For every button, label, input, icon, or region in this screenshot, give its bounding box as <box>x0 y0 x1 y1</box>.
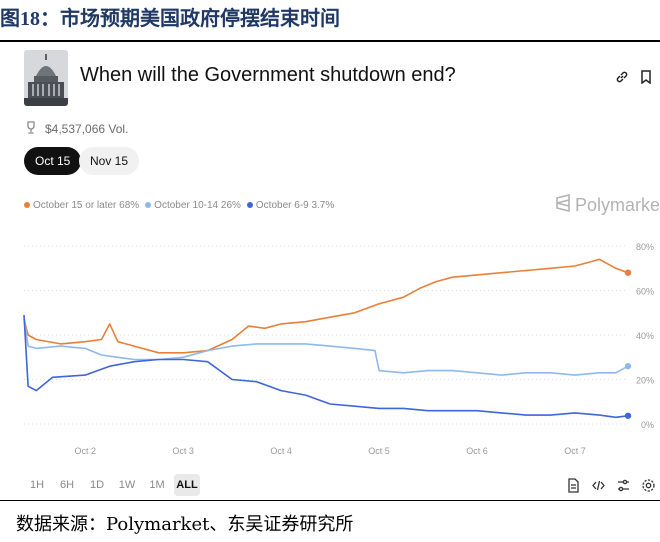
x-tick-label: Oct 5 <box>368 446 390 456</box>
range-all-button[interactable]: ALL <box>174 474 200 496</box>
polymarket-brand: Polymarket <box>555 193 660 217</box>
chart-tools <box>566 478 656 493</box>
date-button-oct-15[interactable]: Oct 15 <box>24 147 82 175</box>
polymarket-wordmark: Polymarket <box>575 195 660 215</box>
settings-icon[interactable] <box>641 478 656 493</box>
y-tick-label: 20% <box>636 376 654 386</box>
range-6h-button[interactable]: 6H <box>59 479 75 491</box>
series-line-2 <box>23 314 629 419</box>
x-tick-label: Oct 2 <box>74 446 96 456</box>
legend-label-oct6-9: October 6-9 3.7% <box>255 200 335 211</box>
legend-item-oct6-9: October 6-9 3.7% <box>246 200 335 211</box>
x-tick-label: Oct 3 <box>172 446 194 456</box>
y-tick-label: 0% <box>641 420 654 430</box>
y-tick-label: 80% <box>636 242 654 252</box>
x-tick-label: Oct 6 <box>466 446 488 456</box>
legend-label-oct15: October 15 or later 68% <box>33 200 140 211</box>
price-chart: 0% 20% 40% 60% 80% Oct 2 Oct 3 Oct 4 Oct 5 Oct 6 O… <box>23 242 654 456</box>
y-tick-label: 60% <box>636 287 654 297</box>
capitol-image <box>24 50 68 106</box>
range-1m-button[interactable]: 1M <box>149 479 165 491</box>
document-icon[interactable] <box>566 478 581 493</box>
x-tick-label: Oct 4 <box>270 446 292 456</box>
range-1h-button[interactable]: 1H <box>29 479 45 491</box>
y-tick-label: 40% <box>636 331 654 341</box>
source-note: 数据来源：Polymarket、东吴证券研究所 <box>16 514 354 535</box>
series-endpoint-2 <box>624 412 632 419</box>
figure-title-prefix: 图 <box>0 6 20 30</box>
polymarket-logo-icon <box>555 193 571 217</box>
range-1w-button[interactable]: 1W <box>118 479 136 491</box>
bookmark-icon[interactable] <box>640 70 652 89</box>
legend-item-oct15: October 15 or later 68% <box>24 200 139 211</box>
series-line-1 <box>23 317 629 376</box>
volume-text: $4,537,066 Vol. <box>45 122 129 136</box>
range-1d-button[interactable]: 1D <box>89 479 105 491</box>
figure-title: 图18：市场预期美国政府停摆结束时间 <box>0 4 340 32</box>
sliders-icon[interactable] <box>616 478 631 493</box>
series-line-0 <box>23 258 629 354</box>
series-endpoint-1 <box>624 362 632 370</box>
legend-item-oct10-14: October 10-14 26% <box>145 200 241 211</box>
chart-legend: October 15 or later 68% October 10-14 26… <box>24 200 334 211</box>
volume-row: $4,537,066 Vol. <box>25 121 128 137</box>
link-icon[interactable] <box>615 70 629 89</box>
market-question: When will the Government shutdown end? <box>80 64 456 86</box>
trophy-icon <box>25 121 37 137</box>
x-tick-label: Oct 7 <box>564 446 586 456</box>
legend-label-oct10-14: October 10-14 26% <box>154 200 241 211</box>
figure-title-number: 18 <box>20 8 40 30</box>
date-button-nov-15[interactable]: Nov 15 <box>79 147 140 175</box>
code-icon[interactable] <box>591 478 606 493</box>
series-endpoint-0 <box>624 269 632 276</box>
figure-title-text: ：市场预期美国政府停摆结束时间 <box>40 6 340 30</box>
bottom-rule <box>0 500 660 501</box>
top-rule <box>0 40 660 42</box>
range-selector: 1H 6H 1D 1W 1M ALL <box>24 474 200 496</box>
